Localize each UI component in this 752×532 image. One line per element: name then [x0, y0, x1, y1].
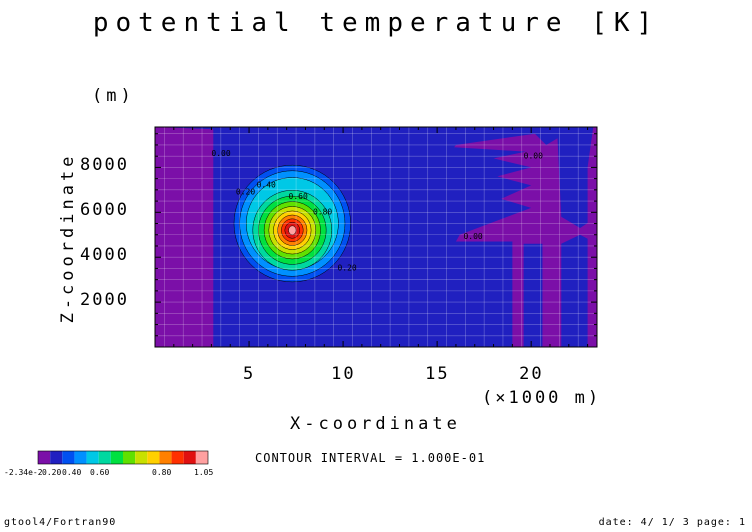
colorbar-swatch [171, 451, 184, 464]
contour-label: 0.00 [463, 232, 482, 241]
x-axis-units: (×1000 m) [482, 388, 602, 408]
y-tick-label: 6000 [80, 200, 129, 221]
contour-label: 0.20 [337, 264, 356, 273]
contour-label: 0.80 [313, 208, 332, 217]
contour-label: 0.20 [236, 187, 255, 196]
colorbar-swatch [50, 451, 63, 464]
x-tick-label: 5 [243, 364, 256, 384]
colorbar-tick-label: 0.20 [42, 468, 62, 477]
footer-software: gtool4/Fortran90 [4, 517, 117, 528]
colorbar-swatch [62, 451, 75, 464]
colorbar-swatch [74, 451, 87, 464]
colorbar-swatch [195, 451, 208, 464]
plot-frame [154, 126, 598, 348]
colorbar-swatch [147, 451, 160, 464]
x-tick-label: 10 [331, 364, 356, 384]
colorbar-frame [37, 450, 209, 465]
y-axis-units: (m) [92, 86, 135, 106]
footer-date-page: date: 4/ 1/ 3 page: 1 [598, 517, 746, 528]
y-tick-label: 8000 [80, 155, 129, 176]
colorbar-swatch [86, 451, 99, 464]
contour-label: 0.40 [257, 181, 276, 190]
contour-level-12 [288, 225, 297, 236]
contour-interval-label: CONTOUR INTERVAL = 1.000E-01 [255, 451, 486, 465]
colorbar [37, 450, 209, 465]
x-tick-label: 20 [519, 364, 544, 384]
colorbar-tick-label: 0.60 [90, 468, 110, 477]
colorbar-swatch [183, 451, 196, 464]
negative-region-left [155, 127, 214, 347]
colorbar-swatch [159, 451, 172, 464]
contour-label: 0.00 [524, 151, 543, 160]
y-tick-label: 2000 [80, 290, 129, 311]
colorbar-swatch [135, 451, 148, 464]
colorbar-swatch [98, 451, 111, 464]
negative-region-right-1 [454, 133, 597, 347]
colorbar-swatch [110, 451, 123, 464]
colorbar-tick-label: -2.34e-2 [4, 468, 43, 477]
negative-region-right-2 [587, 127, 597, 347]
grid [155, 127, 597, 347]
plot-area: 0.200.400.600.800.200.00 0.000.00 [155, 127, 597, 347]
colorbar-swatch [38, 451, 51, 464]
colorbar-tick-label: 1.05 [194, 468, 214, 477]
x-axis-label: X-coordinate [290, 414, 461, 434]
x-tick-label: 15 [425, 364, 450, 384]
y-tick-label: 4000 [80, 245, 129, 266]
contour-label: 0.60 [289, 192, 308, 201]
chart-title: potential temperature [K] [92, 8, 660, 38]
colorbar-tick-label: 0.80 [152, 468, 172, 477]
contour-label: 0.00 [211, 149, 230, 158]
colorbar-tick-label: 0.40 [62, 468, 82, 477]
colorbar-swatch [123, 451, 136, 464]
axis-ticks [155, 127, 597, 347]
